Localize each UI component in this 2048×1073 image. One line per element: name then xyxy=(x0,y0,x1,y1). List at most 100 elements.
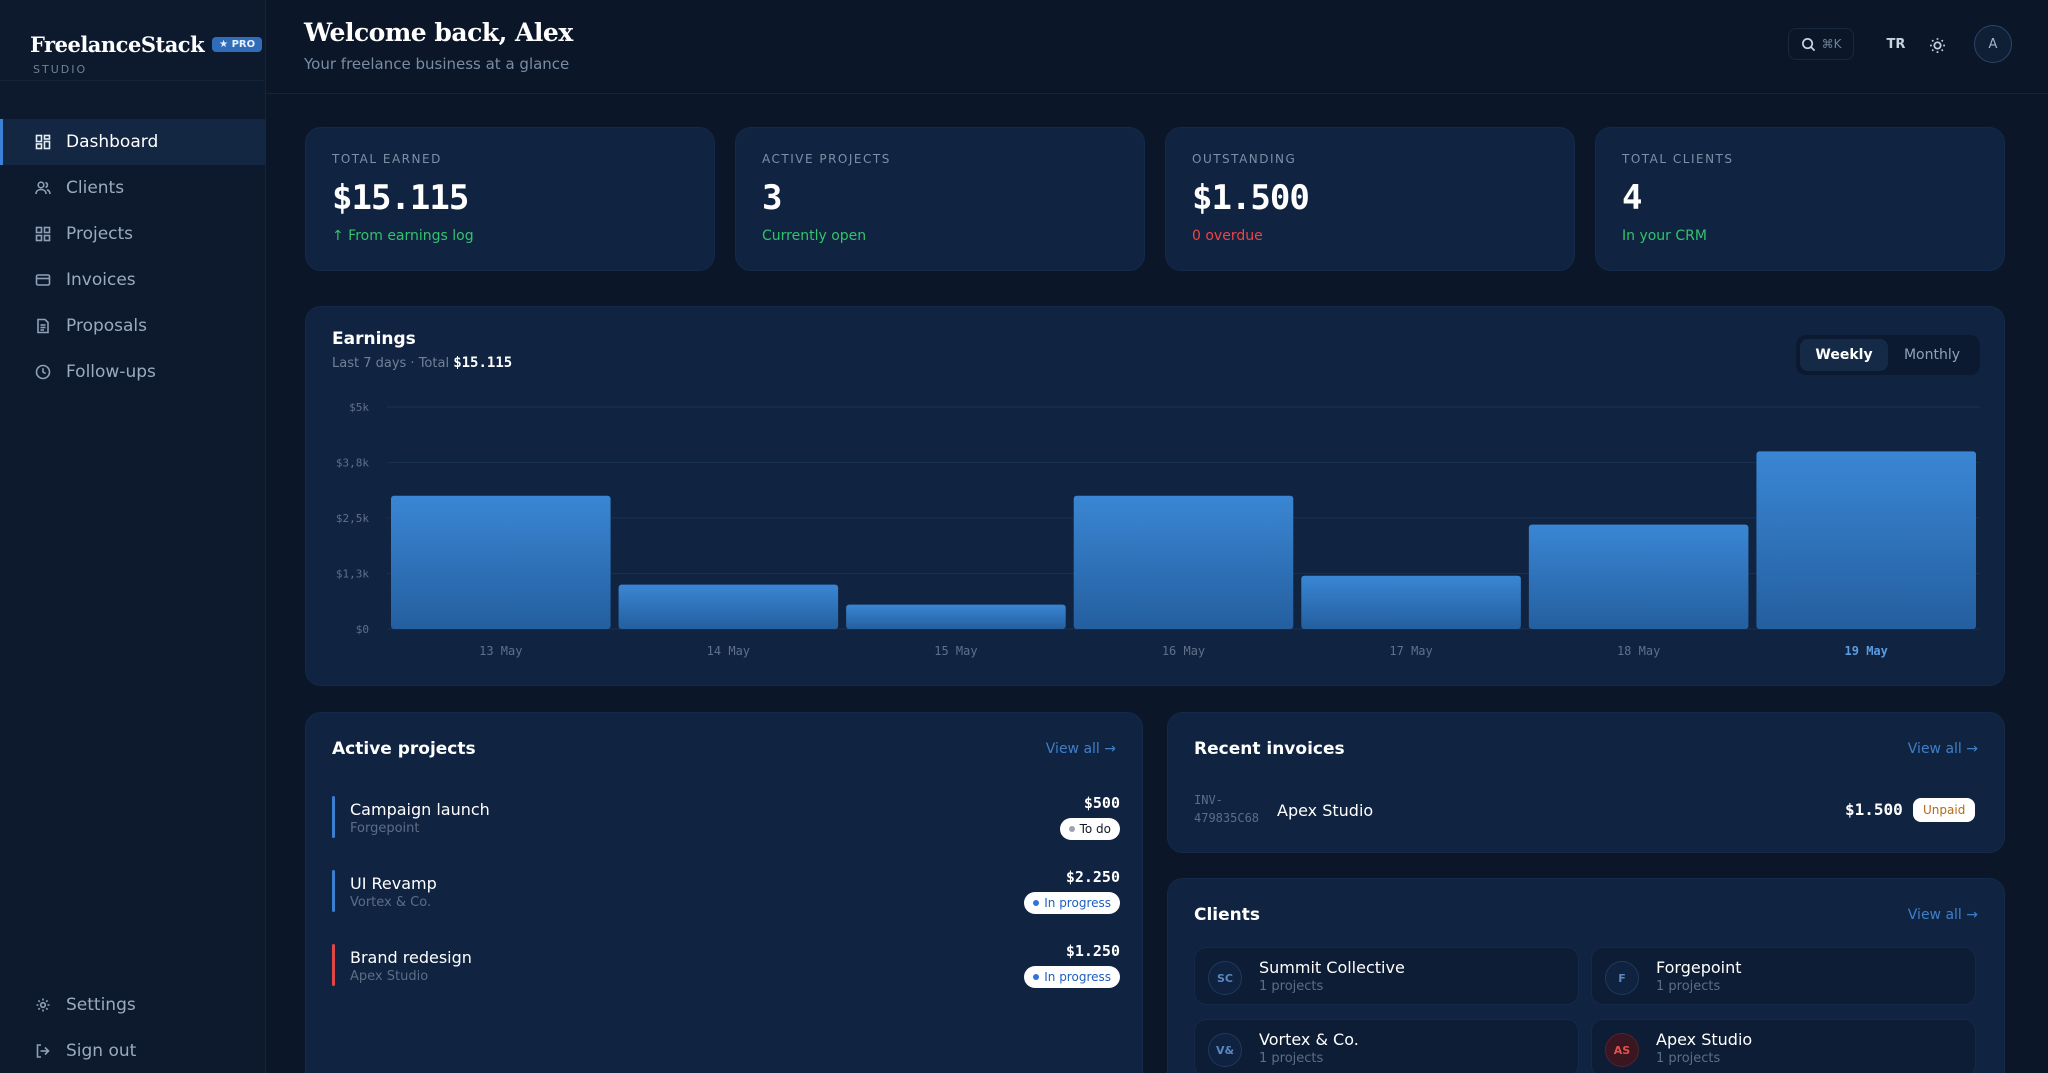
status-dot xyxy=(1033,974,1040,980)
nav-item-follow-ups[interactable]: Follow-ups xyxy=(0,349,266,395)
pro-badge: ★ PRO xyxy=(212,37,263,52)
secondary-nav: Settings Sign out xyxy=(0,982,266,1073)
users-icon xyxy=(34,179,52,197)
project-color-bar xyxy=(332,944,335,986)
brand-divider xyxy=(0,80,266,81)
client-project-count: 1 projects xyxy=(1259,1051,1324,1066)
recent-invoices-view-all-link[interactable]: View all → xyxy=(1907,741,1978,757)
earnings-subtitle-prefix: Last 7 days · Total xyxy=(332,356,450,371)
chart-bar[interactable] xyxy=(1301,575,1521,629)
nav-label-sign-out: Sign out xyxy=(66,1041,137,1061)
active-projects-panel: Active projects View all → Campaign laun… xyxy=(305,712,1143,1073)
nav-item-clients[interactable]: Clients xyxy=(0,165,266,211)
chart-bar[interactable] xyxy=(1756,451,1976,629)
stat-card-outstanding: OUTSTANDING $1.500 0 overdue xyxy=(1165,127,1575,271)
invoice-amount: $1.500 xyxy=(1845,800,1903,819)
stat-value: $1.500 xyxy=(1192,178,1310,218)
project-status-badge: In progress xyxy=(1024,966,1120,988)
x-tick-label: 15 May xyxy=(934,644,977,658)
language-toggle[interactable]: TR xyxy=(1886,36,1906,52)
sun-icon xyxy=(1929,37,1945,53)
project-row[interactable]: Campaign launch Forgepoint $500 To do xyxy=(332,794,1120,840)
stat-value: 4 xyxy=(1622,178,1643,218)
client-avatar: V& xyxy=(1208,1033,1242,1067)
page-title: Welcome back, Alex xyxy=(304,18,573,47)
client-avatar: F xyxy=(1605,961,1639,995)
x-tick-label: 17 May xyxy=(1389,644,1432,658)
theme-toggle[interactable] xyxy=(1922,30,1952,60)
recent-invoices-title: Recent invoices xyxy=(1194,739,1345,759)
user-avatar[interactable]: A xyxy=(1974,25,2012,63)
x-tick-label: 14 May xyxy=(707,644,750,658)
y-tick-label: $0 xyxy=(356,623,369,636)
top-header: Welcome back, Alex Your freelance busine… xyxy=(266,0,2048,94)
stat-label: TOTAL EARNED xyxy=(332,152,442,166)
nav-label-settings: Settings xyxy=(66,995,136,1015)
client-avatar: SC xyxy=(1208,961,1242,995)
nav-item-proposals[interactable]: Proposals xyxy=(0,303,266,349)
client-project-count: 1 projects xyxy=(1656,979,1721,994)
nav-item-dashboard[interactable]: Dashboard xyxy=(0,119,266,165)
x-tick-label: 16 May xyxy=(1162,644,1205,658)
project-color-bar xyxy=(332,870,335,912)
project-amount: $1.250 xyxy=(1065,942,1120,960)
nav-item-settings[interactable]: Settings xyxy=(0,982,266,1028)
active-projects-view-all-link[interactable]: View all → xyxy=(1045,741,1116,757)
recent-invoices-panel: Recent invoices View all → INV-479835C68… xyxy=(1167,712,2005,853)
nav-item-projects[interactable]: Projects xyxy=(0,211,266,257)
x-tick-label: 18 May xyxy=(1617,644,1660,658)
nav-item-invoices[interactable]: Invoices xyxy=(0,257,266,303)
card-icon xyxy=(34,271,52,289)
dashboard-icon xyxy=(34,133,52,151)
stat-card-total-clients: TOTAL CLIENTS 4 In your CRM xyxy=(1595,127,2005,271)
stat-card-active-projects: ACTIVE PROJECTS 3 Currently open xyxy=(735,127,1145,271)
chart-bar[interactable] xyxy=(618,584,839,629)
weekly-toggle-button[interactable]: Weekly xyxy=(1800,339,1888,371)
project-name: Brand redesign xyxy=(350,948,472,967)
search-shortcut: ⌘K xyxy=(1821,37,1842,51)
nav-item-sign-out[interactable]: Sign out xyxy=(0,1028,266,1073)
earnings-bar-chart: $0 $1,3k $2,5k $3,8k $5k 13 May 14 May 15 May 16… xyxy=(336,401,1980,658)
nav-label-projects: Projects xyxy=(66,224,134,244)
client-card[interactable]: V& Vortex & Co. 1 projects xyxy=(1194,1019,1579,1073)
stat-label: TOTAL CLIENTS xyxy=(1622,152,1734,166)
chart-bar[interactable] xyxy=(846,604,1066,629)
y-tick-label: $5k xyxy=(349,401,369,414)
earnings-subtitle: Last 7 days · Total $15.115 xyxy=(332,355,512,371)
y-tick-label: $2,5k xyxy=(336,512,369,525)
project-row[interactable]: Brand redesign Apex Studio $1.250 In pro… xyxy=(332,942,1120,988)
search-button[interactable]: ⌘K xyxy=(1788,28,1854,60)
clock-icon xyxy=(34,363,52,381)
stat-value: $15.115 xyxy=(332,178,469,218)
clients-view-all-link[interactable]: View all → xyxy=(1907,907,1978,923)
y-tick-label: $1,3k xyxy=(336,568,369,581)
client-card[interactable]: AS Apex Studio 1 projects xyxy=(1591,1019,1976,1073)
y-tick-label: $3,8k xyxy=(336,457,369,470)
monthly-toggle-button[interactable]: Monthly xyxy=(1903,347,1961,363)
page-subtitle: Your freelance business at a glance xyxy=(304,55,570,73)
earnings-title: Earnings xyxy=(332,329,416,349)
client-card[interactable]: SC Summit Collective 1 projects xyxy=(1194,947,1579,1005)
chart-bar[interactable] xyxy=(391,495,611,629)
chart-bar[interactable] xyxy=(1073,495,1294,629)
stat-label: ACTIVE PROJECTS xyxy=(762,152,891,166)
brand-logo[interactable]: FreelanceStack ★ PRO STUDIO xyxy=(30,32,263,76)
client-name: Apex Studio xyxy=(1656,1030,1753,1049)
nav-label-clients: Clients xyxy=(66,178,125,198)
status-label: To do xyxy=(1079,822,1111,836)
clients-panel: Clients View all → SC Summit Collective … xyxy=(1167,878,2005,1073)
client-name: Forgepoint xyxy=(1656,958,1742,977)
project-name: Campaign launch xyxy=(350,800,490,819)
invoice-id: INV-479835C68 xyxy=(1194,793,1260,825)
stat-note: Currently open xyxy=(762,228,867,244)
stat-label: OUTSTANDING xyxy=(1192,152,1297,166)
brand-subtitle: STUDIO xyxy=(33,63,88,76)
client-avatar: AS xyxy=(1605,1033,1639,1067)
status-label: In progress xyxy=(1044,896,1111,910)
document-icon xyxy=(34,317,52,335)
stat-note: ↑ From earnings log xyxy=(332,228,474,244)
main-nav: Dashboard Clients Projects Invoices Prop… xyxy=(0,119,266,395)
project-row[interactable]: UI Revamp Vortex & Co. $2.250 In progres… xyxy=(332,868,1120,914)
client-card[interactable]: F Forgepoint 1 projects xyxy=(1591,947,1976,1005)
chart-bar[interactable] xyxy=(1528,524,1749,629)
